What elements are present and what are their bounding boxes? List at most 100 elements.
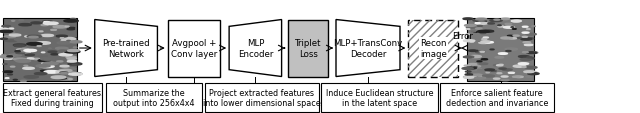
Circle shape: [4, 36, 16, 38]
Bar: [3, 84, 102, 112]
Circle shape: [464, 77, 474, 79]
Circle shape: [9, 54, 22, 57]
Circle shape: [10, 35, 20, 37]
Circle shape: [524, 71, 534, 73]
Circle shape: [481, 41, 490, 43]
Circle shape: [66, 57, 76, 59]
Circle shape: [60, 78, 73, 80]
Circle shape: [7, 56, 13, 57]
Bar: [408, 20, 458, 77]
Circle shape: [497, 73, 502, 74]
Circle shape: [17, 53, 20, 54]
Circle shape: [29, 37, 38, 39]
Circle shape: [33, 59, 40, 60]
Circle shape: [12, 35, 20, 36]
Circle shape: [27, 36, 42, 38]
Circle shape: [65, 51, 80, 54]
Circle shape: [61, 73, 68, 74]
Circle shape: [524, 45, 532, 46]
Circle shape: [70, 28, 75, 29]
Text: Summarize the
output into 256x4x4: Summarize the output into 256x4x4: [113, 88, 195, 107]
Circle shape: [19, 50, 32, 52]
Circle shape: [31, 41, 36, 42]
Circle shape: [465, 57, 474, 58]
Circle shape: [463, 76, 475, 78]
Circle shape: [5, 78, 9, 79]
Circle shape: [27, 58, 34, 59]
Circle shape: [70, 38, 77, 39]
Circle shape: [24, 51, 37, 53]
Circle shape: [480, 52, 484, 53]
Circle shape: [526, 34, 536, 36]
Circle shape: [25, 55, 35, 56]
Circle shape: [511, 21, 516, 22]
Circle shape: [477, 61, 482, 62]
Circle shape: [59, 54, 72, 56]
Circle shape: [56, 71, 66, 73]
Circle shape: [477, 21, 486, 23]
Circle shape: [513, 66, 525, 68]
Circle shape: [474, 32, 477, 33]
Circle shape: [498, 27, 504, 28]
Circle shape: [480, 33, 486, 34]
Circle shape: [492, 71, 496, 72]
Circle shape: [9, 29, 13, 30]
Circle shape: [15, 59, 20, 60]
Circle shape: [27, 43, 42, 46]
Circle shape: [15, 51, 20, 52]
Circle shape: [38, 56, 47, 57]
Circle shape: [481, 59, 488, 60]
Circle shape: [10, 59, 17, 61]
Circle shape: [464, 66, 470, 67]
Circle shape: [465, 25, 476, 27]
Circle shape: [479, 42, 488, 44]
Circle shape: [476, 23, 488, 25]
Circle shape: [513, 21, 520, 23]
Circle shape: [22, 49, 28, 50]
Text: Extract general features.
Fixed during training: Extract general features. Fixed during t…: [3, 88, 103, 107]
Polygon shape: [336, 20, 400, 77]
Circle shape: [520, 59, 532, 61]
Circle shape: [53, 26, 67, 29]
Circle shape: [463, 40, 475, 42]
Circle shape: [67, 50, 79, 52]
Circle shape: [528, 73, 539, 75]
Circle shape: [501, 80, 509, 81]
Circle shape: [505, 24, 511, 25]
Circle shape: [42, 62, 54, 65]
Text: Enforce salient feature
dedection and invariance: Enforce salient feature dedection and in…: [446, 88, 548, 107]
Circle shape: [8, 74, 12, 75]
Circle shape: [70, 73, 82, 75]
Circle shape: [493, 65, 502, 66]
Circle shape: [485, 42, 493, 44]
Circle shape: [468, 50, 477, 52]
Text: Avgpool +
Conv layer: Avgpool + Conv layer: [171, 39, 217, 58]
Circle shape: [522, 27, 528, 28]
Circle shape: [476, 29, 482, 30]
Circle shape: [51, 76, 66, 79]
Circle shape: [57, 61, 63, 62]
Circle shape: [473, 20, 483, 22]
Circle shape: [64, 20, 78, 23]
Circle shape: [518, 63, 529, 65]
Circle shape: [504, 70, 509, 71]
Circle shape: [56, 36, 67, 38]
Circle shape: [36, 42, 51, 45]
Circle shape: [494, 20, 500, 21]
Circle shape: [497, 65, 502, 66]
Circle shape: [527, 72, 537, 73]
Circle shape: [508, 36, 513, 37]
Circle shape: [463, 57, 472, 58]
Text: Triplet
Loss: Triplet Loss: [295, 39, 321, 58]
Circle shape: [20, 81, 26, 82]
Circle shape: [19, 24, 31, 27]
Text: MLP
Encoder: MLP Encoder: [237, 39, 273, 58]
Polygon shape: [95, 20, 157, 77]
Circle shape: [468, 64, 477, 65]
Circle shape: [465, 74, 472, 75]
Circle shape: [59, 70, 72, 72]
Circle shape: [16, 60, 31, 63]
Circle shape: [41, 58, 55, 61]
Circle shape: [527, 52, 537, 54]
Circle shape: [68, 63, 82, 66]
